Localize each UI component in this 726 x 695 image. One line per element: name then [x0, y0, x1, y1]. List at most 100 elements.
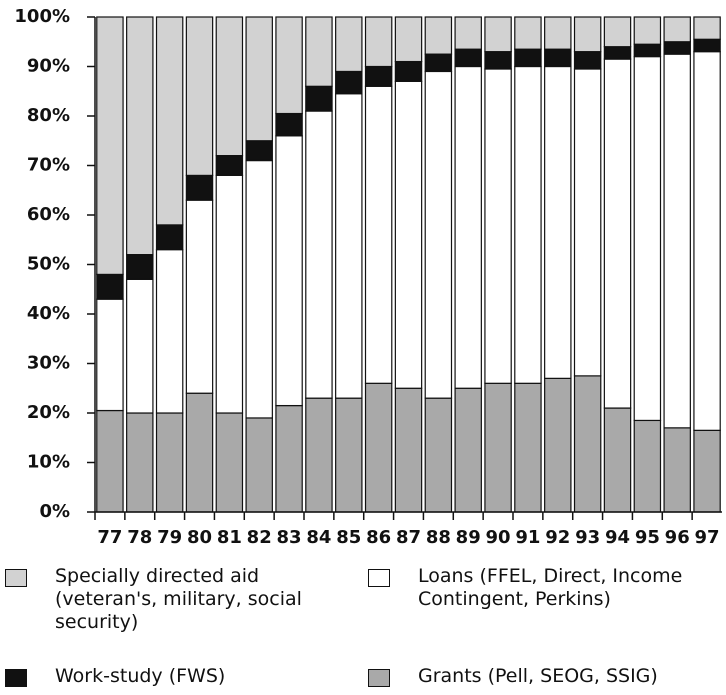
x-tick-label: 80 — [187, 527, 212, 548]
bar-segment — [245, 140, 273, 162]
legend-swatch — [5, 669, 27, 687]
x-tick-label: 95 — [635, 527, 660, 548]
bar-segment — [394, 80, 423, 389]
bar-segment — [544, 65, 572, 379]
bar-segment — [305, 110, 333, 399]
bar-segment — [514, 382, 542, 513]
bar-segment — [484, 51, 512, 70]
bar-segment — [633, 43, 662, 58]
x-tick-label: 96 — [665, 527, 690, 548]
bar-segment — [126, 16, 154, 256]
x-tick-label: 92 — [545, 527, 570, 548]
bar-segment — [394, 16, 423, 63]
bar-segment — [573, 68, 602, 377]
bar-segment — [245, 417, 273, 513]
bar-segment — [424, 397, 453, 513]
bar-segment — [245, 159, 273, 419]
bar-segment — [454, 48, 482, 68]
x-tick-label: 84 — [306, 527, 331, 548]
bar-segment — [364, 382, 393, 513]
bar-segment — [155, 249, 184, 414]
bar-segment — [484, 382, 512, 513]
y-tick-label: 80% — [27, 105, 70, 126]
bar-segment — [155, 16, 184, 226]
legend-label: Loans (FFEL, Direct, Income Contingent, … — [418, 565, 683, 610]
x-tick-label: 85 — [336, 527, 361, 548]
bar-segment — [335, 16, 363, 73]
x-tick-label: 81 — [217, 527, 242, 548]
bar-segment — [573, 16, 602, 53]
y-tick-label: 40% — [27, 303, 70, 324]
bar-segment — [544, 377, 572, 513]
bar-segment — [663, 427, 691, 513]
bar-segment — [454, 387, 482, 513]
bar-segment — [245, 16, 273, 142]
bar-segment — [215, 155, 244, 177]
bar-segment — [155, 412, 184, 513]
y-tick-label: 20% — [27, 402, 70, 423]
legend-label: Work-study (FWS) — [55, 665, 226, 687]
y-tick-label: 60% — [27, 204, 70, 225]
bar-segment — [185, 199, 214, 394]
y-tick-label: 10% — [27, 452, 70, 473]
bar-segment — [185, 16, 214, 176]
bar-segment — [603, 58, 632, 409]
x-tick-label: 78 — [127, 527, 152, 548]
bar-segment — [275, 135, 303, 407]
bar-segment — [514, 16, 542, 50]
bar-segment — [514, 65, 542, 384]
y-tick-label: 50% — [27, 254, 70, 275]
bar-segment — [96, 409, 124, 513]
x-tick-label: 91 — [515, 527, 540, 548]
bar-segment — [484, 16, 512, 53]
bar-segment — [693, 38, 721, 53]
x-tick-label: 77 — [97, 527, 122, 548]
bar-segment — [633, 55, 662, 422]
x-tick-label: 82 — [247, 527, 272, 548]
x-tick-label: 89 — [456, 527, 481, 548]
bar-segment — [305, 397, 333, 513]
legend-swatch — [5, 569, 27, 587]
bar-segment — [484, 68, 512, 384]
y-tick-label: 100% — [14, 6, 70, 27]
bar-segment — [663, 53, 691, 429]
x-tick-label: 93 — [575, 527, 600, 548]
bar-segment — [454, 65, 482, 389]
bar-segment — [96, 16, 124, 275]
legend-swatch — [368, 669, 390, 687]
y-tick-label: 0% — [39, 501, 70, 522]
bar-segment — [394, 60, 423, 82]
bar-segment — [126, 278, 154, 414]
bar-segment — [305, 85, 333, 112]
y-tick-label: 70% — [27, 155, 70, 176]
bar-segment — [693, 16, 721, 40]
bar-segment — [603, 46, 632, 60]
x-tick-label: 79 — [157, 527, 182, 548]
bar-segment — [603, 16, 632, 48]
bar-segment — [544, 16, 572, 50]
x-tick-label: 87 — [396, 527, 421, 548]
bar-segment — [424, 70, 453, 399]
bar-segment — [633, 419, 662, 513]
bar-segment — [394, 387, 423, 513]
bar-segment — [215, 412, 244, 513]
x-tick-label: 94 — [605, 527, 630, 548]
bar-segment — [603, 407, 632, 513]
bar-segment — [663, 41, 691, 55]
bar-segment — [215, 16, 244, 157]
bar-segment — [663, 16, 691, 43]
bar-segment — [335, 70, 363, 95]
x-tick-label: 90 — [486, 527, 511, 548]
bar-segment — [215, 174, 244, 414]
bar-segment — [364, 65, 393, 87]
bar-segment — [275, 112, 303, 137]
bar-segment — [335, 397, 363, 513]
bar-segment — [693, 429, 721, 513]
bar-segment — [454, 16, 482, 50]
bar-segment — [275, 16, 303, 115]
bar-segment — [305, 16, 333, 87]
bar-segment — [544, 48, 572, 68]
bar-segment — [573, 375, 602, 513]
bar-segment — [364, 85, 393, 384]
